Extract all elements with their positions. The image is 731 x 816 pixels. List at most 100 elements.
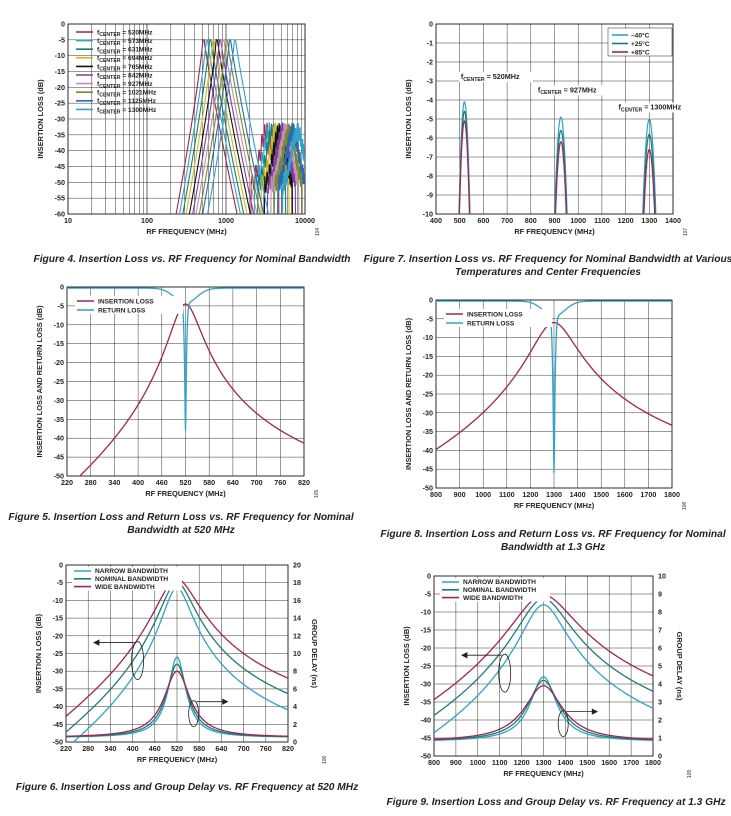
y-tick-label: 0	[61, 20, 65, 29]
y-tick-label: -45	[423, 465, 433, 474]
y-axis-label: INSERTION LOSS (dB)	[36, 79, 45, 159]
f-char: f	[97, 72, 100, 79]
y2-axis-label: GROUP DELAY (ns)	[310, 619, 319, 688]
x-tick-label: 1800	[664, 490, 680, 499]
y2-tick-label: 18	[293, 578, 301, 587]
x-tick-label: 1300	[641, 216, 657, 225]
label-rest: = 1300MHz	[642, 103, 681, 112]
y2-tick-label: 1	[658, 734, 662, 743]
gd-ellipse	[557, 710, 569, 737]
subscript-center: CENTER	[99, 67, 121, 73]
gd-arrowhead	[222, 698, 229, 705]
series-line-1125	[202, 39, 305, 214]
x-tick-label: 340	[108, 478, 120, 487]
plot-frame	[66, 286, 305, 477]
plot-curves	[458, 101, 657, 214]
x-tick-label: 900	[450, 758, 462, 767]
figure-id: 108	[682, 502, 688, 511]
y-tick-label: -25	[55, 99, 65, 108]
y2-tick-label: 10	[293, 649, 301, 658]
insertion-loss-line	[436, 321, 672, 450]
label-rest: = 1125MHz	[121, 98, 157, 105]
legend-bg	[72, 574, 182, 583]
y-tick-label: -50	[55, 178, 65, 187]
y-tick-label: 0	[429, 20, 433, 29]
y-tick-label: -20	[423, 371, 433, 380]
legend-label: RETURN LOSS	[467, 320, 515, 327]
legend-label: +25°C	[631, 40, 650, 48]
y-tick-label: -30	[53, 667, 63, 676]
y-axis-label: INSERTION LOSS AND RETURN LOSS (dB)	[35, 305, 44, 458]
y2-tick-label: 2	[293, 720, 297, 729]
x-tick-label: 760	[274, 478, 286, 487]
f-char: f	[97, 64, 100, 71]
y-axis-label: INSERTION LOSS (dB)	[404, 79, 413, 159]
y2-tick-label: 8	[293, 667, 297, 676]
x-axis-label: RF FREQUENCY (MHz)	[503, 769, 584, 778]
legend-label: fCENTER = 573MHz	[97, 38, 153, 47]
figure-caption: Temperatures and Center Frequencies	[455, 267, 641, 278]
f-char: f	[97, 47, 100, 54]
group-delay-line	[434, 679, 653, 741]
legend-label: NARROW BANDWIDTH	[95, 568, 168, 575]
label-rest: = 927MHz	[121, 81, 154, 88]
series-line-1300	[207, 39, 305, 214]
legend-label: WIDE BANDWIDTH	[463, 595, 523, 602]
y-tick-label: -30	[55, 115, 65, 124]
x-tick-label: 1800	[645, 758, 661, 767]
y-tick-label: -5	[57, 578, 63, 587]
y-tick-label: -55	[55, 194, 65, 203]
x-tick-label: 1200	[514, 758, 530, 767]
y-tick-label: -40	[423, 446, 433, 455]
label-rest: = 631MHz	[121, 47, 154, 54]
x-tick-label: 400	[132, 478, 144, 487]
x-axis-label: RF FREQUENCY (MHz)	[514, 227, 595, 236]
series-line-temp	[643, 148, 656, 214]
y-tick-label: -50	[421, 752, 431, 761]
x-tick-label: 1600	[601, 758, 617, 767]
figure-105: 220 280 340 400 460 520 580 640 700 760 820 0 -5 -10 -…	[8, 283, 353, 537]
y-tick-label: -35	[54, 415, 64, 424]
x-tick-label: 520	[180, 478, 192, 487]
x-tick-label: 1000	[470, 758, 486, 767]
group-delay-line	[66, 670, 288, 737]
y2-tick-label: 5	[658, 662, 662, 671]
y2-tick-label: 12	[293, 631, 301, 640]
annotation-label: fCENTER = 520MHz	[461, 72, 520, 83]
y-tick-label: -25	[53, 649, 63, 658]
f-char: f	[97, 90, 100, 97]
y-tick-label: -4	[427, 96, 433, 105]
y-tick-label: -20	[421, 644, 431, 653]
x-tick-label: 1400	[570, 490, 586, 499]
x-tick-label: 1700	[640, 490, 656, 499]
series-line-temp	[642, 133, 656, 214]
figure-id: 105	[314, 490, 320, 499]
figure-id: 104	[315, 228, 321, 237]
plot-frame	[435, 299, 673, 489]
y-tick-label: -30	[423, 408, 433, 417]
y2-axis-label: GROUP DELAY (ns)	[675, 632, 684, 701]
label-rest: = 694MHz	[121, 55, 154, 62]
plot-curves	[436, 300, 672, 473]
y-tick-label: -40	[54, 434, 64, 443]
x-tick-label: 760	[260, 744, 272, 753]
x-tick-label: 700	[238, 744, 250, 753]
y-tick-label: -2	[427, 58, 433, 67]
y-tick-label: 0	[59, 561, 63, 570]
y-tick-label: -5	[59, 35, 65, 44]
grid-lines	[66, 286, 305, 477]
y-tick-label: -1	[427, 39, 433, 48]
return-loss-line	[436, 300, 672, 473]
figure-109: 800 900 1000 1100 1200 1300 1400 1500 1600 1700 18…	[386, 572, 726, 809]
series-line-927	[195, 39, 300, 214]
figure-caption: Figure 5. Insertion Loss and Return Loss…	[8, 512, 353, 523]
il-arrowhead	[461, 652, 468, 659]
x-tick-label: 520	[171, 744, 183, 753]
y-axis-label: INSERTION LOSS AND RETURN LOSS (dB)	[404, 317, 413, 470]
subscript-center: CENTER	[99, 92, 121, 98]
y-tick-label: 0	[429, 296, 433, 305]
axis-pointers	[461, 652, 599, 737]
figure-caption: Bandwidth at 520 MHz	[127, 525, 235, 536]
f-char: f	[97, 55, 100, 62]
